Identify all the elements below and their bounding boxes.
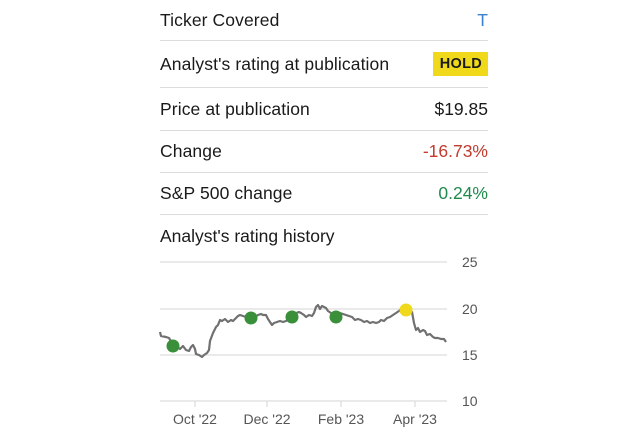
price-value: $19.85	[434, 98, 488, 119]
ticker-label: Ticker Covered	[160, 9, 280, 30]
x-axis-ticks	[194, 401, 416, 407]
sp500-change-label: S&P 500 change	[160, 183, 293, 203]
y-tick-label: 10	[462, 393, 478, 409]
x-tick-label: Apr '23	[393, 411, 437, 427]
change-value: -16.73%	[422, 141, 488, 161]
sp500-change-row: S&P 500 change 0.24%	[160, 173, 488, 215]
x-tick-label: Oct '22	[173, 411, 217, 427]
rating-label: Analyst's rating at publication	[160, 53, 390, 74]
change-label: Change	[160, 141, 222, 161]
gridlines	[160, 261, 447, 402]
x-tick-label: Dec '22	[243, 411, 290, 427]
y-tick-label: 25	[462, 254, 478, 270]
sp500-change-value: 0.24%	[438, 183, 488, 203]
buy-rating-marker[interactable]	[166, 339, 180, 353]
change-row: Change -16.73%	[160, 131, 488, 173]
y-tick-label: 20	[462, 301, 478, 317]
rating-history-title: Analyst's rating history	[160, 226, 335, 246]
hold-rating-marker[interactable]	[399, 303, 413, 317]
x-axis-labels: Oct '22 Dec '22 Feb '23 Apr '23	[173, 411, 437, 427]
hold-badge: HOLD	[432, 52, 488, 76]
buy-rating-marker[interactable]	[244, 311, 258, 325]
y-axis-labels: 25 20 15 10	[462, 254, 478, 409]
rating-row: Analyst's rating at publication HOLD	[160, 41, 488, 88]
rating-summary-panel: Ticker Covered T Analyst's rating at pub…	[160, 0, 488, 215]
x-tick-label: Feb '23	[318, 411, 364, 427]
buy-rating-marker[interactable]	[329, 310, 343, 324]
y-tick-label: 15	[462, 347, 478, 363]
ticker-row: Ticker Covered T	[160, 0, 488, 41]
rating-markers	[166, 303, 413, 353]
ticker-link[interactable]: T	[477, 9, 488, 30]
price-row: Price at publication $19.85	[160, 88, 488, 131]
price-label: Price at publication	[160, 98, 310, 119]
buy-rating-marker[interactable]	[285, 310, 299, 324]
